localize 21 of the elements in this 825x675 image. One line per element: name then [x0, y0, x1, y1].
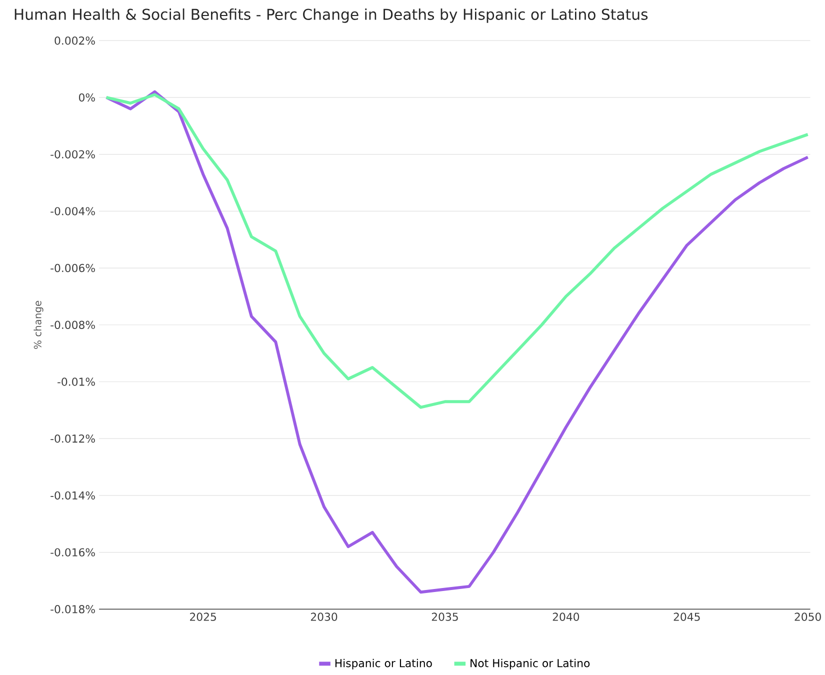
y-tick-label: -0.006% — [50, 264, 95, 272]
x-tick-label: 2025 — [190, 612, 216, 622]
legend-label: Hispanic or Latino — [335, 659, 432, 670]
y-tick-label: 0% — [78, 94, 95, 102]
x-tick-label: 2045 — [674, 612, 700, 622]
legend-label: Not Hispanic or Latino — [470, 659, 590, 670]
x-tick-label: 2035 — [432, 612, 458, 622]
y-tick-label: -0.012% — [50, 434, 95, 443]
x-tick-label: 2040 — [552, 612, 580, 622]
y-tick-label: -0.01% — [58, 378, 95, 386]
y-tick-label: -0.008% — [50, 320, 95, 330]
x-tick-label: 2030 — [310, 612, 338, 622]
y-tick-label: -0.004% — [50, 207, 95, 216]
y-tick-label: 0.002% — [54, 36, 95, 45]
y-tick-label: -0.016% — [50, 548, 95, 557]
chart-title: Human Health & Social Benefits - Perc Change in Deaths by Hispanic or Latino Status — [14, 8, 648, 24]
y-tick-label: -0.002% — [50, 150, 95, 159]
y-tick-label: -0.018% — [50, 605, 95, 614]
y-tick-label: -0.014% — [50, 492, 95, 500]
y-axis-title: % change — [34, 301, 44, 350]
x-tick-label: 2050 — [794, 612, 821, 622]
